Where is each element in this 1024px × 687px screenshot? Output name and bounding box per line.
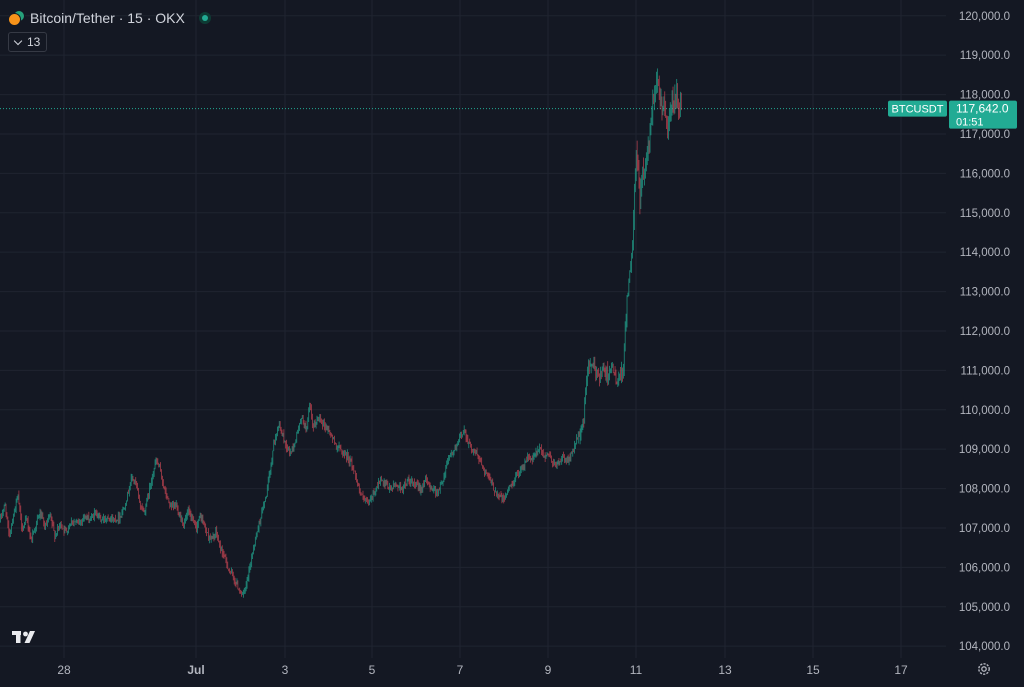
x-tick-label: Jul [187,663,204,677]
candles [0,68,682,598]
bitcoin-icon [8,13,21,26]
market-status-icon [198,12,211,24]
y-tick-label: 105,000.0 [959,602,1010,614]
bar-countdown: 01:51 [956,117,984,129]
x-tick-label: 11 [630,663,643,677]
price-axis[interactable]: 104,000.0 105,000.0 106,000.0 107,000.0 108,… [959,11,1010,653]
last-price-label-group: BTCUSDT 117,642.001:51 [888,100,1017,129]
y-tick-label: 107,000.0 [959,523,1010,535]
symbol-title[interactable]: Bitcoin/Tether · 15 · OKX [30,10,185,26]
x-tick-label: 17 [894,663,908,677]
chevron-down-icon [13,36,23,45]
chart-legend[interactable]: Bitcoin/Tether · 15 · OKX [8,8,211,28]
indicators-toggle-button[interactable]: 13 [8,32,48,52]
y-tick-label: 116,000.0 [960,168,1010,180]
x-tick-label: 7 [457,663,464,677]
y-tick-label: 110,000.0 [960,405,1010,417]
bitcoin-tether-icon [8,10,25,26]
y-tick-label: 104,000.0 [959,641,1010,653]
y-tick-label: 120,000.0 [959,11,1010,23]
x-tick-label: 5 [369,663,376,677]
y-tick-label: 119,000.0 [960,50,1010,62]
x-tick-label: 15 [806,663,820,677]
y-tick-label: 111,000.0 [961,365,1010,377]
symbol-tag [888,100,947,117]
tradingview-logo-icon[interactable] [12,628,42,644]
last-price-badge [949,100,1017,129]
x-tick-label: 9 [545,663,552,677]
symbol-tag-label: BTCUSDT [892,104,944,116]
y-tick-label: 114,000.0 [960,247,1010,259]
y-tick-label: 118,000.0 [960,90,1010,102]
y-tick-label: 106,000.0 [959,562,1010,574]
time-axis[interactable]: 28 Jul 3 5 7 9 11 13 15 17 [57,663,908,677]
settings-icon[interactable] [977,662,991,676]
last-price-value: 117,642.0 [956,102,1009,116]
x-tick-label: 28 [57,663,71,677]
y-tick-label: 117,000.0 [960,129,1010,141]
y-tick-label: 109,000.0 [959,444,1010,456]
y-tick-label: 112,000.0 [960,326,1010,338]
y-tick-label: 115,000.0 [960,208,1010,220]
y-tick-label: 108,000.0 [959,484,1010,496]
y-tick-label: 113,000.0 [960,287,1010,299]
grid-lines [0,0,946,658]
x-tick-label: 13 [718,663,732,677]
x-tick-label: 3 [282,663,289,677]
indicator-count: 13 [27,35,41,49]
